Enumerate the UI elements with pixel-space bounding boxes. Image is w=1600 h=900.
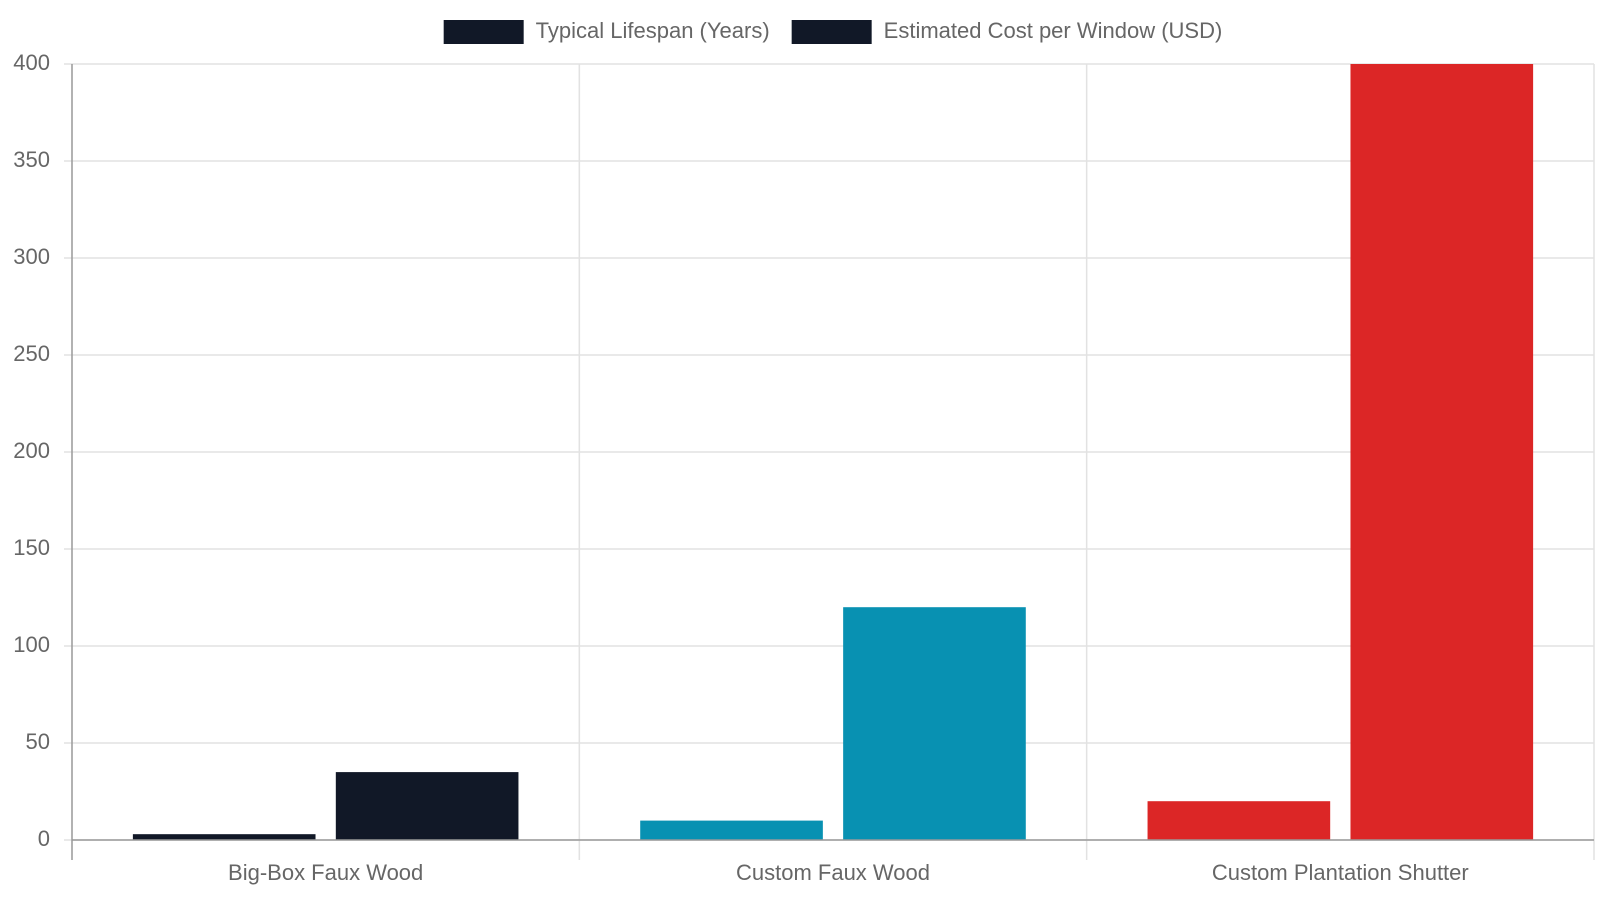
x-tick-label: Big-Box Faux Wood	[228, 860, 423, 885]
x-tick-label: Custom Plantation Shutter	[1212, 860, 1469, 885]
bar	[843, 607, 1026, 840]
bar	[335, 772, 519, 840]
y-tick-label: 200	[13, 438, 50, 463]
bar	[132, 834, 316, 840]
legend-label: Typical Lifespan (Years)	[536, 18, 770, 43]
bar	[1147, 801, 1331, 840]
legend-swatch	[791, 20, 872, 44]
y-tick-label: 250	[13, 341, 50, 366]
y-tick-label: 300	[13, 244, 50, 269]
legend-label: Estimated Cost per Window (USD)	[884, 18, 1223, 43]
bar	[1350, 64, 1534, 840]
y-tick-label: 50	[26, 729, 50, 754]
bar	[640, 820, 823, 840]
y-tick-label: 150	[13, 535, 50, 560]
y-tick-label: 0	[38, 826, 50, 851]
y-tick-label: 100	[13, 632, 50, 657]
legend: Typical Lifespan (Years) Estimated Cost p…	[443, 18, 1223, 44]
x-tick-label: Custom Faux Wood	[736, 860, 930, 885]
legend-swatch	[443, 20, 524, 44]
y-tick-label: 350	[13, 147, 50, 172]
y-tick-label: 400	[13, 50, 50, 75]
